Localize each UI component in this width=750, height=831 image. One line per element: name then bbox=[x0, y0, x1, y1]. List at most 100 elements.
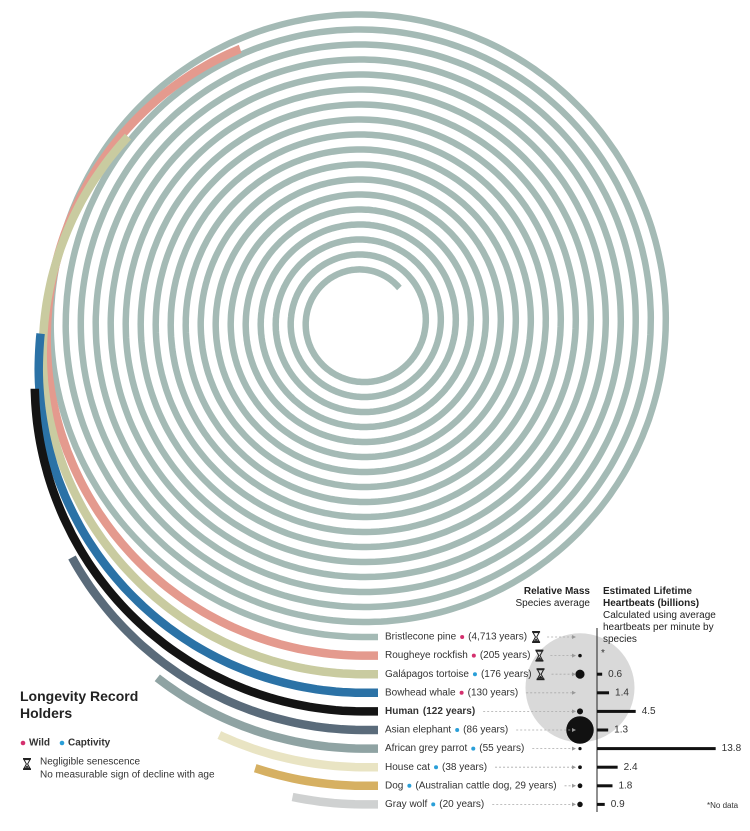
mass-circle bbox=[566, 716, 594, 744]
heartbeat-label: 0.9 bbox=[611, 799, 625, 810]
icon-part bbox=[534, 638, 539, 641]
mass-circle bbox=[577, 801, 583, 808]
icon-part bbox=[536, 678, 545, 681]
icon-part bbox=[535, 650, 544, 661]
heartbeat-label: 1.8 bbox=[618, 780, 632, 791]
mass-circle bbox=[578, 653, 582, 658]
mass-subtitle: Species average bbox=[515, 598, 591, 609]
heartbeat-bar bbox=[597, 784, 613, 788]
icon-part bbox=[536, 669, 545, 680]
icon-part bbox=[536, 668, 545, 670]
species-name: African grey parrot bbox=[385, 743, 467, 754]
heartbeat-label: 1.3 bbox=[614, 725, 628, 736]
species-name: Bowhead whale bbox=[385, 687, 456, 698]
species-name: House cat bbox=[385, 762, 430, 773]
species-record: (86 years) bbox=[463, 725, 508, 736]
no-data-mark: * bbox=[601, 648, 605, 659]
heartbeat-bar bbox=[597, 747, 716, 751]
icon-part bbox=[23, 758, 31, 760]
species-record: (55 years) bbox=[479, 743, 524, 754]
lifespan-track bbox=[253, 764, 378, 791]
heartbeats-subtitle: Calculated using average heartbeats per … bbox=[603, 610, 716, 645]
icon-part bbox=[532, 641, 541, 643]
mass-title: Relative Mass bbox=[523, 586, 590, 597]
arrow-head bbox=[572, 672, 576, 677]
species-record: (4,713 years) bbox=[468, 632, 527, 643]
heartbeat-label: 2.4 bbox=[624, 762, 638, 773]
species-record: (Australian cattle dog, 29 years) bbox=[415, 780, 556, 791]
arrow-head bbox=[572, 746, 576, 751]
species-name: Dog bbox=[385, 780, 403, 791]
lifespan-track bbox=[42, 44, 378, 660]
arrow-head bbox=[572, 690, 576, 695]
species-name: Rougheye rockfish bbox=[385, 650, 468, 661]
lifespan-track bbox=[217, 731, 378, 772]
legend-dot bbox=[20, 740, 26, 746]
mass-circle bbox=[577, 783, 583, 789]
species-record: (122 years) bbox=[423, 706, 475, 717]
heartbeat-label: 13.8 bbox=[722, 743, 742, 754]
species-record: (205 years) bbox=[480, 650, 531, 661]
species-name: Human bbox=[385, 706, 419, 717]
heartbeat-label: 1.4 bbox=[615, 687, 629, 698]
arrow-head bbox=[572, 728, 576, 732]
icon-part bbox=[25, 765, 29, 768]
legend-label: Captivity bbox=[68, 738, 111, 749]
heartbeat-bar bbox=[597, 691, 610, 695]
arrow-head bbox=[572, 653, 576, 658]
mass-circle bbox=[578, 746, 582, 751]
species-name: Asian elephant bbox=[385, 725, 451, 736]
heartbeat-bar bbox=[597, 765, 618, 769]
setting-dot bbox=[407, 783, 412, 788]
icon-part bbox=[23, 759, 31, 769]
heartbeat-label: 4.5 bbox=[642, 706, 656, 717]
lifespan-track bbox=[47, 11, 670, 641]
heartbeat-bar bbox=[597, 709, 636, 713]
setting-dot bbox=[431, 802, 436, 807]
no-data-note: *No data bbox=[707, 801, 739, 810]
icon-part bbox=[23, 768, 31, 770]
icon-part bbox=[532, 632, 540, 642]
legend-label: Wild bbox=[29, 738, 50, 749]
arrow-head bbox=[572, 783, 576, 788]
lifespan-track bbox=[68, 555, 378, 735]
heartbeat-bar bbox=[597, 728, 609, 732]
lifespan-track bbox=[291, 792, 378, 809]
arrow-head bbox=[572, 765, 576, 770]
senescence-icon bbox=[23, 758, 31, 770]
heartbeat-bar bbox=[597, 672, 603, 676]
setting-dot bbox=[459, 690, 464, 695]
senescence-icon bbox=[535, 649, 544, 662]
species-record: (38 years) bbox=[442, 762, 487, 773]
setting-dot bbox=[460, 635, 465, 639]
lifespan-track bbox=[30, 388, 378, 716]
lifespan-track bbox=[154, 674, 378, 753]
species-name: Bristlecone pine bbox=[385, 632, 457, 643]
arrow-head bbox=[572, 635, 576, 639]
icon-part bbox=[532, 631, 541, 633]
species-name: Gray wolf bbox=[385, 799, 427, 810]
species-name: Galápagos tortoise bbox=[385, 669, 469, 680]
arrow-head bbox=[572, 802, 576, 807]
setting-dot bbox=[471, 746, 476, 751]
species-record: (20 years) bbox=[439, 799, 484, 810]
lifespan-track bbox=[38, 133, 378, 679]
icon-part bbox=[538, 675, 543, 678]
lifespan-track bbox=[34, 333, 378, 698]
legend-dot bbox=[59, 740, 65, 746]
senescence-icon bbox=[536, 668, 545, 681]
mass-circle bbox=[575, 669, 585, 679]
icon-part bbox=[535, 660, 544, 662]
icon-part bbox=[535, 649, 544, 652]
mass-circle bbox=[576, 708, 584, 715]
legend-label: Negligible senescence bbox=[40, 757, 141, 768]
icon-part bbox=[537, 657, 542, 660]
setting-dot bbox=[455, 728, 460, 732]
heartbeats-title: Estimated Lifetime Heartbeats (billions) bbox=[603, 586, 700, 609]
setting-dot bbox=[471, 653, 476, 658]
arrow-head bbox=[572, 709, 576, 714]
mass-circle bbox=[578, 765, 582, 770]
heartbeat-label: 0.6 bbox=[608, 669, 622, 680]
